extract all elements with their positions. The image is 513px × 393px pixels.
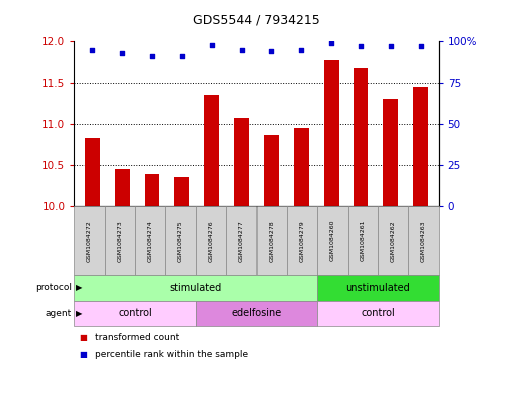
Bar: [264, 135, 279, 206]
Text: ■: ■: [80, 333, 87, 342]
Point: [208, 41, 216, 48]
Text: agent: agent: [46, 309, 72, 318]
Bar: [204, 95, 219, 206]
Text: GSM1084260: GSM1084260: [330, 220, 335, 261]
Text: GSM1084263: GSM1084263: [421, 220, 426, 261]
Text: GSM1084272: GSM1084272: [87, 220, 92, 262]
Text: protocol: protocol: [35, 283, 72, 292]
Text: percentile rank within the sample: percentile rank within the sample: [95, 350, 248, 359]
Bar: [145, 174, 160, 206]
Text: GSM1084273: GSM1084273: [117, 220, 123, 262]
Point: [387, 43, 395, 50]
Text: control: control: [361, 309, 395, 318]
Bar: [85, 138, 100, 206]
Text: GSM1084274: GSM1084274: [148, 220, 153, 262]
Text: transformed count: transformed count: [95, 333, 179, 342]
Bar: [115, 169, 130, 206]
Text: GSM1084261: GSM1084261: [360, 220, 365, 261]
Text: ▶: ▶: [76, 309, 83, 318]
Text: GSM1084276: GSM1084276: [208, 220, 213, 261]
Bar: [353, 68, 368, 206]
Point: [357, 43, 365, 50]
Text: GSM1084279: GSM1084279: [300, 220, 305, 262]
Bar: [234, 118, 249, 206]
Text: ▶: ▶: [76, 283, 83, 292]
Bar: [413, 87, 428, 206]
Point: [148, 53, 156, 59]
Point: [118, 50, 126, 56]
Text: GSM1084275: GSM1084275: [178, 220, 183, 261]
Text: edelfosine: edelfosine: [231, 309, 282, 318]
Text: GSM1084262: GSM1084262: [390, 220, 396, 261]
Point: [88, 46, 96, 53]
Text: GDS5544 / 7934215: GDS5544 / 7934215: [193, 13, 320, 26]
Point: [178, 53, 186, 59]
Text: GSM1084277: GSM1084277: [239, 220, 244, 262]
Bar: [294, 128, 309, 206]
Text: GSM1084278: GSM1084278: [269, 220, 274, 261]
Text: stimulated: stimulated: [170, 283, 222, 293]
Text: unstimulated: unstimulated: [346, 283, 410, 293]
Text: ■: ■: [80, 350, 87, 359]
Bar: [324, 60, 339, 206]
Text: control: control: [118, 309, 152, 318]
Bar: [383, 99, 398, 206]
Point: [297, 46, 305, 53]
Point: [327, 40, 335, 46]
Point: [417, 43, 425, 50]
Point: [238, 46, 246, 53]
Point: [267, 48, 275, 54]
Bar: [174, 178, 189, 206]
